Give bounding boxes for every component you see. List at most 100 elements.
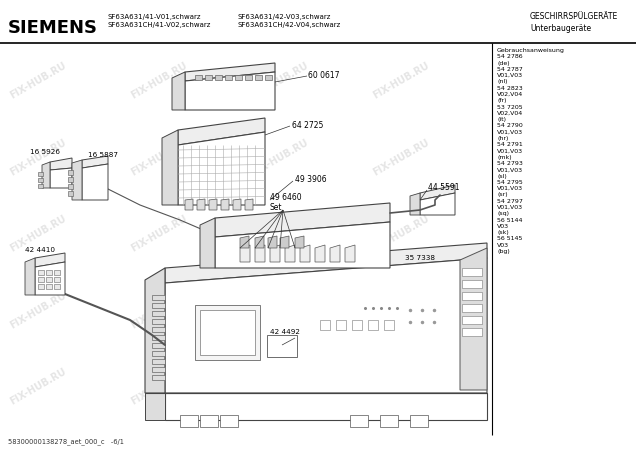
Bar: [265, 75, 272, 80]
Polygon shape: [145, 393, 165, 420]
Text: FIX-HUB.RU: FIX-HUB.RU: [250, 137, 310, 178]
Bar: [320, 320, 330, 330]
Polygon shape: [233, 199, 241, 210]
Text: GESCHIRRSPÜLGERÄTE
Unterbaugeräte: GESCHIRRSPÜLGERÄTE Unterbaugeräte: [530, 12, 618, 33]
Text: FIX-HUB.RU: FIX-HUB.RU: [250, 214, 310, 254]
Polygon shape: [197, 199, 205, 210]
Bar: [38, 184, 43, 188]
Text: 49 6460: 49 6460: [270, 194, 301, 202]
Polygon shape: [35, 253, 65, 267]
Bar: [68, 170, 73, 175]
Bar: [152, 319, 165, 324]
Bar: [68, 177, 73, 182]
Text: 64 2725: 64 2725: [292, 121, 323, 130]
Bar: [152, 335, 165, 340]
Bar: [46, 277, 52, 282]
Polygon shape: [295, 236, 304, 248]
Text: FIX-HUB.RU: FIX-HUB.RU: [8, 290, 68, 331]
Text: SF63A631/42-V03,schwarz
SF63A631CH/42-V04,schwarz: SF63A631/42-V03,schwarz SF63A631CH/42-V0…: [238, 14, 342, 28]
Bar: [54, 284, 60, 289]
Bar: [38, 277, 44, 282]
Polygon shape: [42, 162, 50, 188]
Bar: [462, 268, 482, 276]
Bar: [462, 280, 482, 288]
Bar: [152, 311, 165, 316]
Text: 42 4492: 42 4492: [270, 329, 300, 335]
Text: FIX-HUB.RU: FIX-HUB.RU: [8, 214, 68, 254]
Polygon shape: [82, 156, 108, 168]
Text: FIX-HUB.RU: FIX-HUB.RU: [371, 137, 431, 178]
Bar: [200, 415, 218, 427]
Text: FIX-HUB.RU: FIX-HUB.RU: [129, 137, 189, 178]
Text: FIX-HUB.RU: FIX-HUB.RU: [250, 290, 310, 331]
Bar: [205, 75, 212, 80]
Bar: [220, 415, 238, 427]
Polygon shape: [410, 193, 420, 215]
Polygon shape: [240, 236, 249, 248]
Polygon shape: [185, 63, 275, 81]
Text: 58300000138278_aet_000_c   -6/1: 58300000138278_aet_000_c -6/1: [8, 439, 124, 446]
Bar: [152, 375, 165, 380]
Bar: [225, 75, 232, 80]
Bar: [267, 335, 297, 357]
Bar: [245, 75, 252, 80]
Bar: [152, 367, 165, 372]
Bar: [462, 316, 482, 324]
Bar: [38, 172, 43, 176]
Text: Gebrauchsanweisung
54 2786
(de)
54 2787
V01,V03
(nl)
54 2823
V02,V04
(fr)
53 720: Gebrauchsanweisung 54 2786 (de) 54 2787 …: [497, 48, 565, 254]
Bar: [195, 75, 202, 80]
Polygon shape: [165, 243, 487, 283]
Text: 16 5887: 16 5887: [88, 152, 118, 158]
Bar: [38, 284, 44, 289]
Bar: [54, 277, 60, 282]
Bar: [380, 415, 398, 427]
Polygon shape: [345, 245, 355, 262]
Polygon shape: [270, 245, 280, 262]
Polygon shape: [209, 199, 217, 210]
Bar: [152, 359, 165, 364]
Text: FIX-HUB.RU: FIX-HUB.RU: [129, 214, 189, 254]
Bar: [350, 415, 368, 427]
Bar: [54, 270, 60, 275]
Polygon shape: [285, 245, 295, 262]
Bar: [152, 343, 165, 348]
Polygon shape: [221, 199, 229, 210]
Text: FIX-HUB.RU: FIX-HUB.RU: [371, 61, 431, 101]
Polygon shape: [82, 164, 108, 200]
Bar: [410, 415, 428, 427]
Bar: [352, 320, 362, 330]
Bar: [255, 75, 262, 80]
Polygon shape: [145, 268, 165, 393]
Polygon shape: [165, 258, 487, 393]
Bar: [38, 178, 43, 182]
Polygon shape: [72, 160, 82, 200]
Text: Set: Set: [270, 202, 282, 211]
Text: SIEMENS: SIEMENS: [8, 19, 98, 37]
Polygon shape: [200, 218, 215, 268]
Polygon shape: [35, 262, 65, 295]
Text: FIX-HUB.RU: FIX-HUB.RU: [8, 61, 68, 101]
Bar: [46, 284, 52, 289]
Bar: [215, 75, 222, 80]
Bar: [368, 320, 378, 330]
Bar: [200, 310, 255, 355]
Polygon shape: [420, 193, 455, 215]
Bar: [46, 270, 52, 275]
Text: 49 3906: 49 3906: [295, 176, 327, 184]
Polygon shape: [315, 245, 325, 262]
Polygon shape: [460, 248, 487, 390]
Polygon shape: [215, 222, 390, 268]
Polygon shape: [240, 245, 250, 262]
Text: 42 4410: 42 4410: [25, 247, 55, 253]
Polygon shape: [185, 72, 275, 110]
Text: SF63A631/41-V01,schwarz
SF63A631CH/41-V02,schwarz: SF63A631/41-V01,schwarz SF63A631CH/41-V0…: [108, 14, 211, 28]
Bar: [384, 320, 394, 330]
Polygon shape: [330, 245, 340, 262]
Polygon shape: [268, 236, 277, 248]
Text: FIX-HUB.RU: FIX-HUB.RU: [8, 137, 68, 178]
Polygon shape: [255, 245, 265, 262]
Text: FIX-HUB.RU: FIX-HUB.RU: [371, 214, 431, 254]
Polygon shape: [25, 258, 35, 295]
Polygon shape: [50, 168, 72, 188]
Bar: [195, 305, 260, 360]
